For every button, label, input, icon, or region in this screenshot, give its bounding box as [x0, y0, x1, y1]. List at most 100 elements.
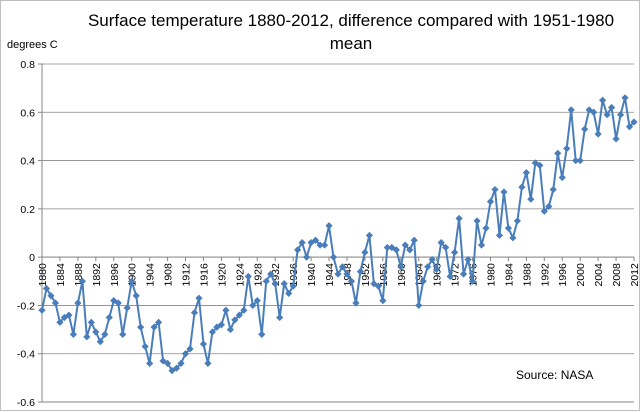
data-point: [410, 236, 418, 244]
x-tick-label: 1984: [503, 263, 515, 287]
data-point: [406, 246, 414, 254]
data-point: [244, 272, 252, 281]
data-point: [123, 304, 131, 312]
data-point: [379, 297, 387, 305]
x-tick-label: 2008: [611, 263, 623, 287]
data-point: [334, 270, 342, 278]
data-point: [105, 313, 113, 322]
data-point: [419, 277, 427, 285]
data-point: [356, 268, 365, 276]
data-point: [343, 270, 351, 278]
data-point: [83, 333, 91, 341]
data-point: [249, 301, 257, 310]
data-point: [208, 328, 217, 336]
data-point: [599, 96, 607, 104]
data-point: [576, 156, 584, 165]
data-point: [437, 239, 445, 247]
data-point: [56, 318, 64, 326]
data-point: [477, 241, 486, 249]
data-point: [415, 301, 423, 310]
data-point: [177, 359, 185, 367]
data-point: [199, 340, 208, 348]
data-point: [311, 236, 320, 244]
data-point: [540, 207, 548, 215]
data-point: [235, 311, 243, 319]
data-point: [195, 294, 203, 302]
data-point: [616, 111, 625, 119]
data-point: [433, 265, 441, 273]
x-tick-label: 1892: [91, 263, 103, 287]
data-point: [347, 277, 356, 285]
data-point: [455, 214, 463, 223]
data-point: [352, 299, 360, 307]
x-tick-label: 1916: [198, 263, 210, 287]
x-tick-label: 1908: [163, 263, 175, 287]
data-point: [563, 144, 571, 153]
data-point: [186, 345, 194, 353]
data-point: [401, 241, 409, 249]
data-point: [527, 195, 535, 203]
data-point: [581, 125, 589, 133]
data-point: [374, 282, 382, 290]
data-point: [320, 241, 329, 249]
data-point: [428, 255, 436, 264]
data-point: [549, 185, 557, 194]
data-point: [473, 217, 481, 225]
data-point: [329, 253, 338, 261]
x-tick-label: 1956: [378, 263, 390, 287]
x-tick-label: 1952: [360, 263, 372, 287]
data-point: [572, 156, 580, 165]
data-point: [47, 292, 55, 300]
data-point: [513, 217, 521, 225]
data-point: [226, 325, 234, 334]
data-point: [522, 169, 530, 177]
data-point: [172, 364, 181, 372]
data-point: [92, 328, 100, 336]
data-point: [168, 367, 176, 375]
data-point: [495, 231, 504, 240]
data-point: [518, 183, 526, 191]
data-point: [114, 299, 122, 307]
x-tick-label: 1896: [109, 263, 121, 287]
data-point: [69, 330, 77, 338]
data-point: [590, 108, 598, 116]
data-point: [491, 185, 499, 194]
series-markers: [38, 94, 638, 375]
data-point: [204, 359, 212, 367]
y-tick-label: 0.2: [20, 204, 35, 216]
data-point: [554, 149, 562, 157]
data-point: [509, 234, 517, 242]
data-point: [585, 106, 593, 114]
data-point: [150, 323, 158, 331]
x-tick-label: 1972: [450, 263, 462, 287]
data-point: [500, 188, 508, 196]
y-tick-label: 0.6: [20, 107, 35, 119]
data-point: [231, 316, 239, 324]
data-point: [132, 292, 140, 300]
x-tick-label: 1924: [234, 263, 246, 287]
data-point: [442, 243, 450, 252]
x-tick-label: 1940: [306, 263, 318, 287]
x-tick-label: 1988: [521, 263, 533, 287]
data-point: [87, 318, 95, 326]
data-point: [271, 280, 279, 288]
data-point: [424, 263, 432, 271]
data-point: [240, 306, 248, 314]
data-point: [78, 277, 86, 285]
data-point: [298, 239, 306, 247]
y-axis-label: degrees C: [7, 39, 58, 51]
data-point: [42, 284, 51, 293]
x-tick-label: 1960: [396, 263, 408, 287]
data-point: [603, 111, 611, 119]
x-tick-labels: 1880 1884 1888 1892 1896 1900 1904 1908 1912 1916…: [37, 263, 640, 287]
chart-title: Surface temperature 1880-2012, differenc…: [87, 11, 615, 53]
data-point: [612, 135, 620, 143]
data-point: [128, 277, 136, 285]
data-point: [137, 323, 145, 331]
data-point: [625, 123, 634, 131]
data-point: [262, 277, 270, 285]
data-point: [607, 103, 616, 112]
data-point: [392, 246, 400, 254]
data-point: [289, 282, 297, 290]
